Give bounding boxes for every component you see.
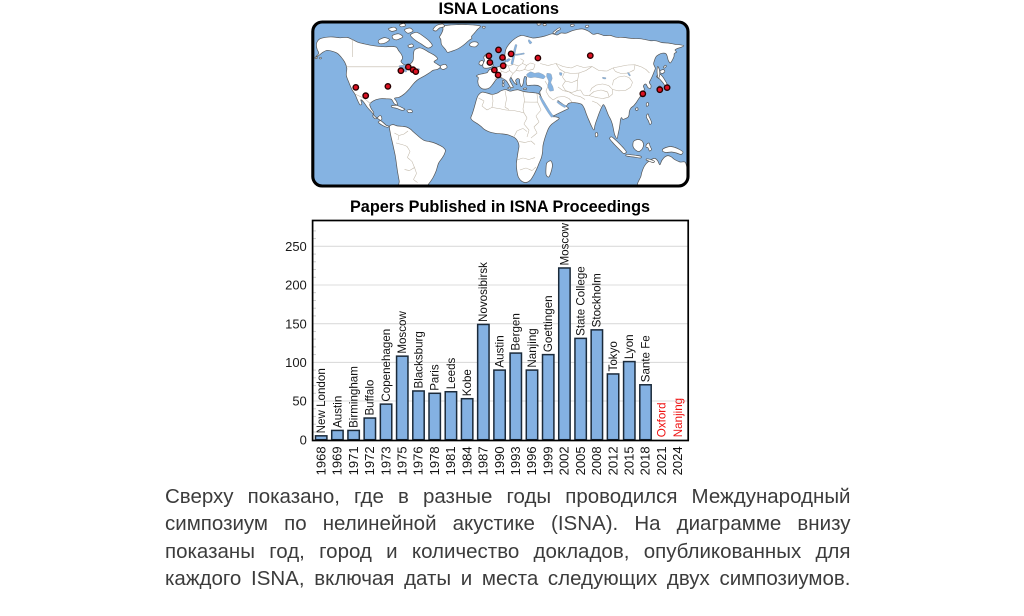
svg-text:1969: 1969 [330,446,345,475]
svg-text:Birmingham: Birmingham [348,366,361,428]
svg-text:1976: 1976 [411,446,426,475]
svg-text:1984: 1984 [459,446,474,475]
svg-text:Paris: Paris [429,364,442,391]
svg-text:Lyon: Lyon [623,334,636,359]
svg-text:Austin: Austin [331,396,344,428]
svg-text:1971: 1971 [346,446,361,475]
svg-text:0: 0 [300,432,307,447]
svg-text:ISNA Locations: ISNA Locations [439,0,560,18]
svg-text:2015: 2015 [621,446,636,475]
svg-text:2012: 2012 [605,446,620,475]
svg-text:Moscow: Moscow [558,222,571,265]
svg-text:1968: 1968 [313,446,328,475]
svg-text:2024: 2024 [670,446,685,475]
svg-text:2008: 2008 [589,446,604,475]
svg-text:1996: 1996 [524,446,539,475]
svg-text:Bergen: Bergen [510,313,523,350]
svg-text:1975: 1975 [394,446,409,475]
svg-text:Moscow: Moscow [396,311,409,354]
svg-text:1981: 1981 [443,446,458,475]
svg-text:New London: New London [315,368,328,433]
svg-text:250: 250 [285,239,307,254]
svg-text:1978: 1978 [427,446,442,475]
svg-text:Stockholm: Stockholm [591,273,604,327]
svg-text:2002: 2002 [557,446,572,475]
svg-text:Buffalo: Buffalo [364,380,377,416]
svg-text:2021: 2021 [654,446,669,475]
svg-text:1990: 1990 [492,446,507,475]
svg-text:Oxford: Oxford [656,402,669,437]
svg-text:Tokyo: Tokyo [607,341,620,371]
svg-text:Sante Fe: Sante Fe [639,335,652,382]
svg-text:Nanjing: Nanjing [672,398,685,437]
svg-text:Leeds: Leeds [445,357,458,389]
svg-text:1987: 1987 [476,446,491,475]
svg-text:2005: 2005 [573,446,588,475]
svg-text:1972: 1972 [362,446,377,475]
svg-text:200: 200 [285,278,307,293]
svg-text:Blacksburg: Blacksburg [412,331,425,388]
svg-text:150: 150 [285,316,307,331]
svg-text:Nanjing: Nanjing [526,328,539,367]
svg-text:2018: 2018 [638,446,653,475]
svg-text:State College: State College [575,266,588,336]
svg-text:Copenehagen: Copenehagen [380,329,393,402]
svg-text:Austin: Austin [493,335,506,367]
svg-text:Kobe: Kobe [461,369,474,396]
svg-text:1993: 1993 [508,446,523,475]
svg-text:Papers Published in ISNA Proce: Papers Published in ISNA Proceedings [350,198,650,216]
svg-text:Novosibirsk: Novosibirsk [477,262,490,322]
svg-text:1999: 1999 [540,446,555,475]
svg-text:50: 50 [292,394,306,409]
svg-text:100: 100 [285,355,307,370]
svg-text:1973: 1973 [378,446,393,475]
svg-text:Goettingen: Goettingen [542,295,555,352]
